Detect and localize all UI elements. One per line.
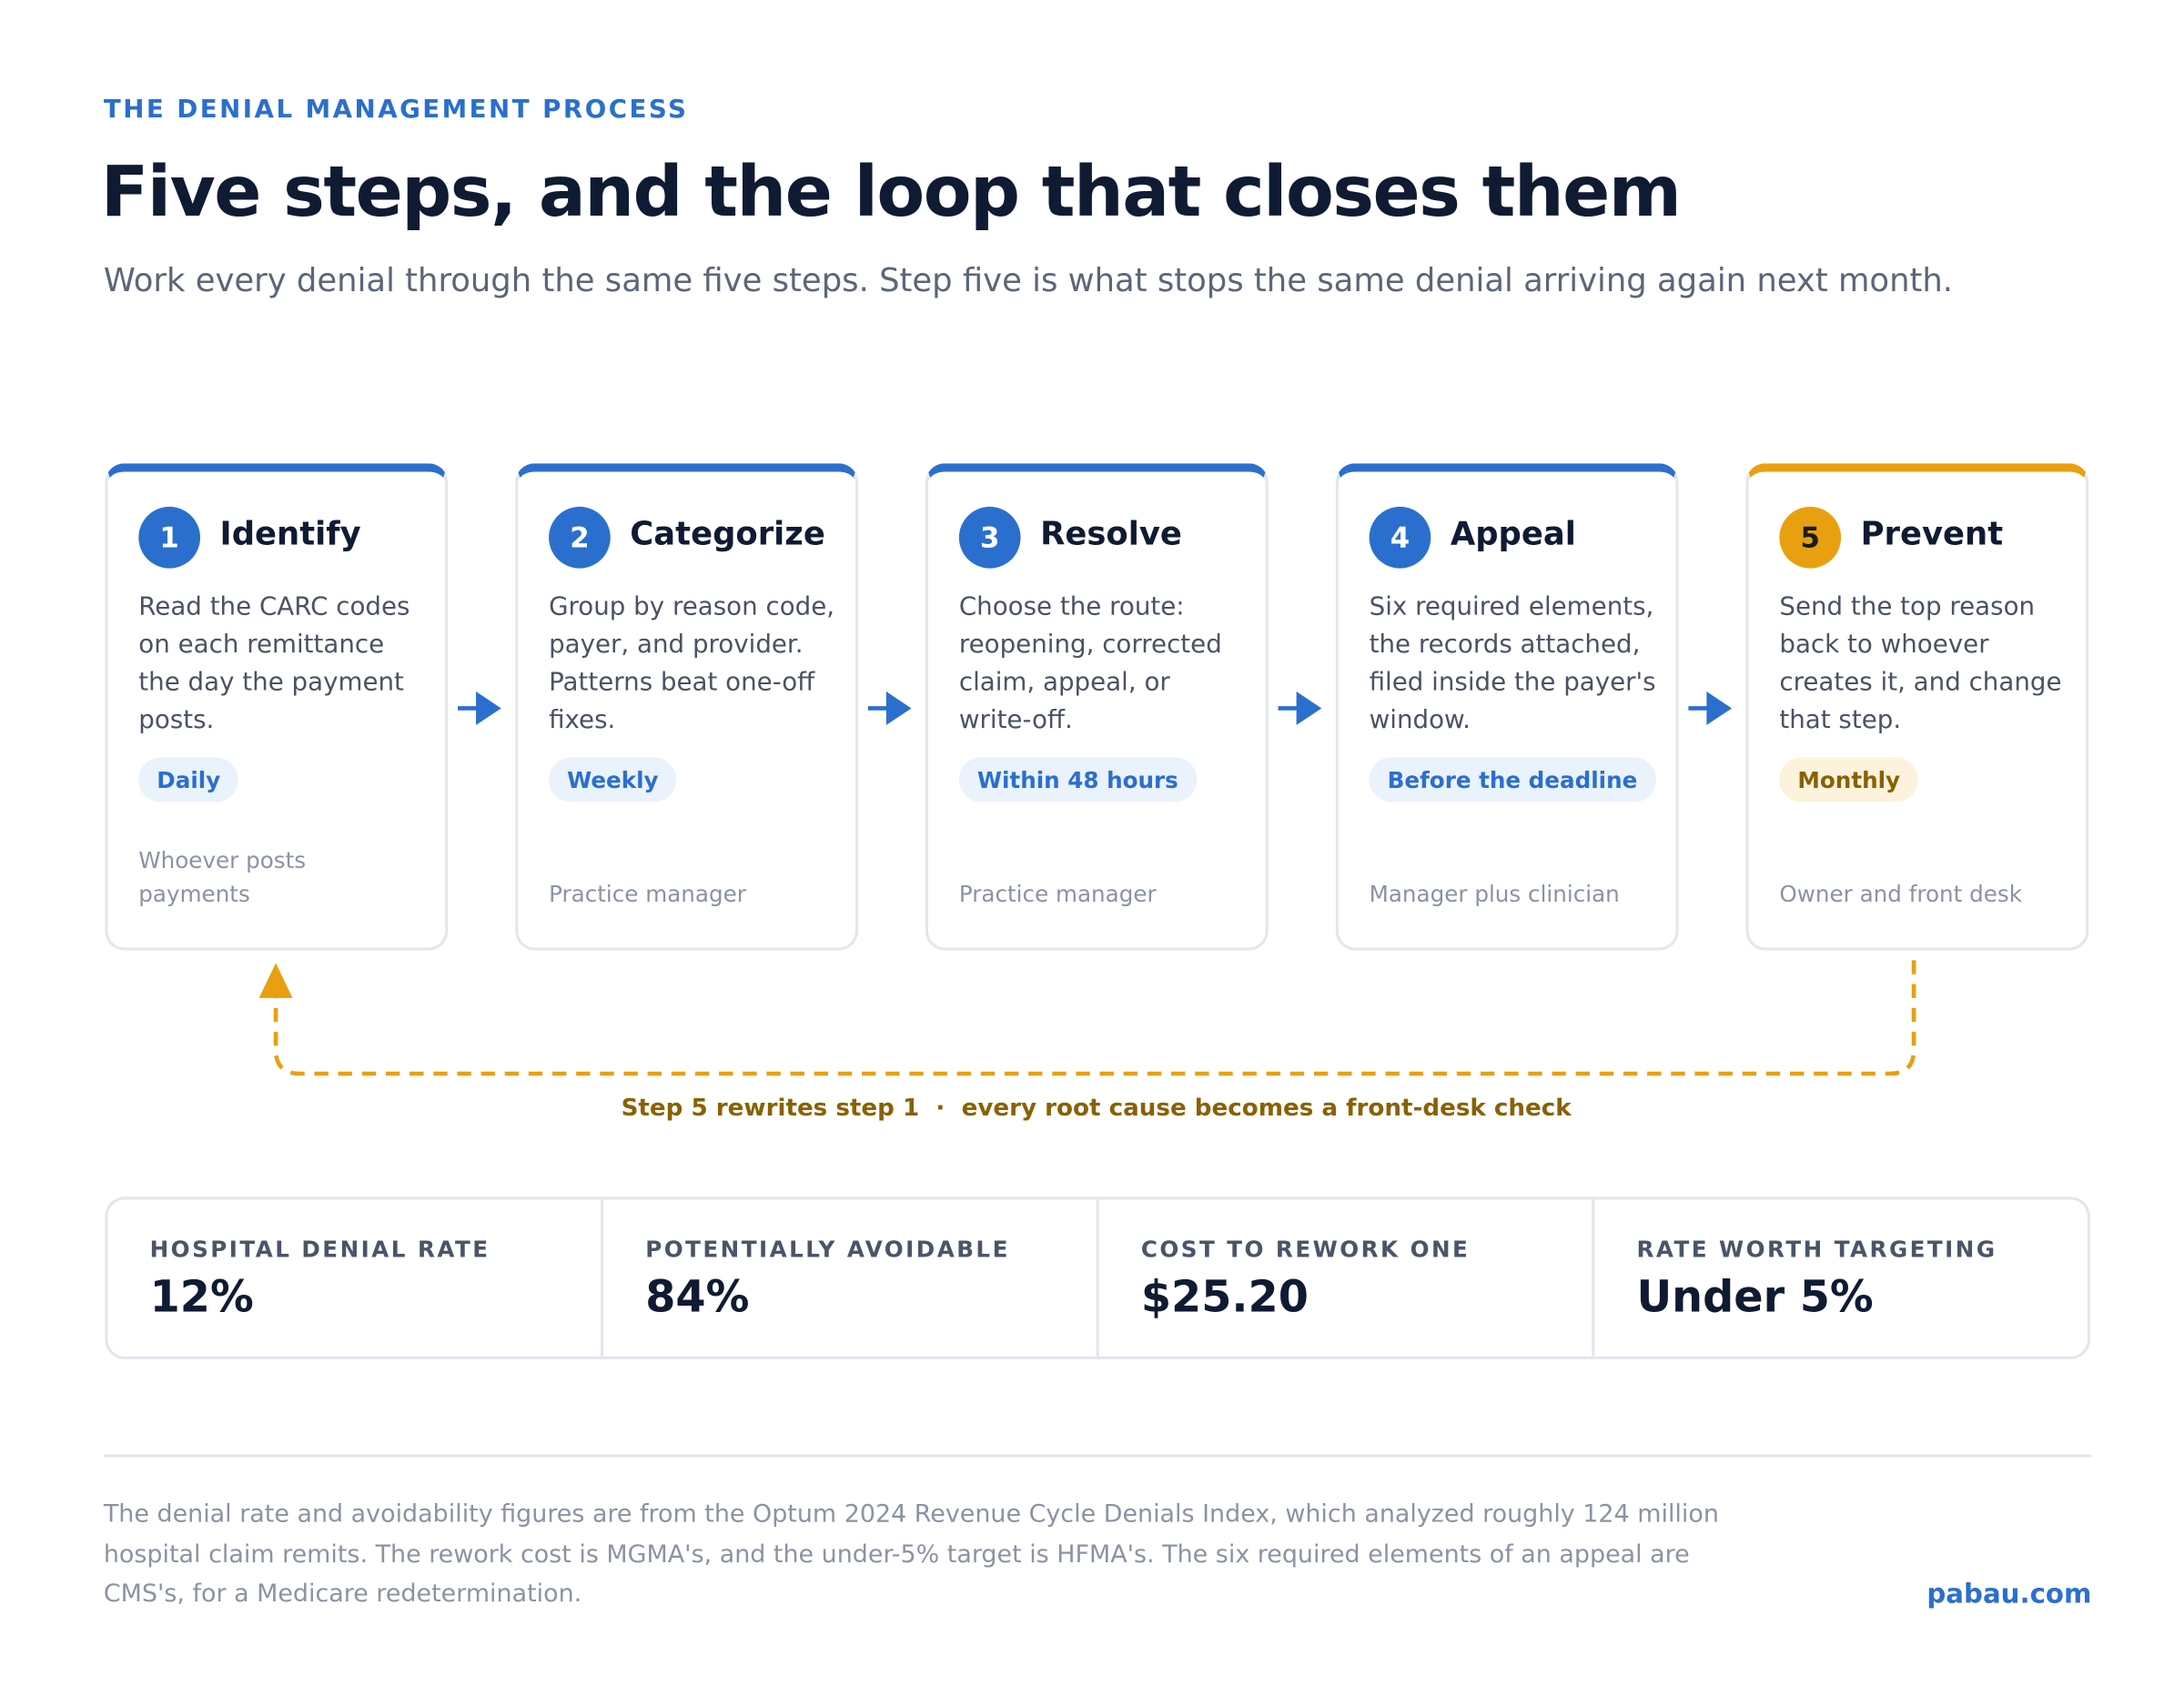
step-owner: Practice manager xyxy=(549,880,746,907)
step-number: 5 xyxy=(1779,506,1842,569)
stat-cell: COST TO REWORK ONE $25.20 xyxy=(1096,1199,1592,1357)
stat-value: 12% xyxy=(149,1272,254,1323)
stat-cell: POTENTIALLY AVOIDABLE 84% xyxy=(600,1199,1097,1357)
loop-path xyxy=(273,960,1916,1076)
step-title: Categorize xyxy=(630,516,825,553)
step-owner: Practice manager xyxy=(958,880,1157,907)
cadence-pill: Daily xyxy=(138,757,239,803)
stat-label: COST TO REWORK ONE xyxy=(1140,1236,1471,1263)
step-number: 3 xyxy=(958,506,1021,569)
step-card: 2 Categorize Group by reason code, payer, … xyxy=(515,463,859,951)
eyebrow: THE DENIAL MANAGEMENT PROCESS xyxy=(103,95,689,125)
stat-value: $25.20 xyxy=(1140,1272,1309,1323)
stat-cell: RATE WORTH TARGETING Under 5% xyxy=(1592,1199,2088,1357)
title: Five steps, and the loop that closes the… xyxy=(100,151,1682,233)
step-title: Appeal xyxy=(1450,516,1576,553)
step-description: Six required elements, the records attac… xyxy=(1369,591,1656,735)
step-number: 1 xyxy=(138,506,200,569)
caption-end: every root cause becomes a front-desk ch… xyxy=(961,1095,1572,1123)
step-owner: Whoever posts payments xyxy=(138,846,307,907)
step-description: Read the CARC codes on each remittance t… xyxy=(138,591,410,735)
caption-start: Step 5 rewrites step 1 xyxy=(621,1095,920,1123)
stat-label: POTENTIALLY AVOIDABLE xyxy=(645,1236,1010,1263)
step-title: Prevent xyxy=(1860,516,2004,553)
step-number: 2 xyxy=(549,506,611,569)
step-number: 4 xyxy=(1369,506,1431,569)
brand: pabau.com xyxy=(1926,1579,2092,1610)
step-description: Send the top reason back to whoever crea… xyxy=(1779,591,2062,735)
stat-cell: HOSPITAL DENIAL RATE 12% xyxy=(107,1199,601,1356)
step-card: 4 Appeal Six required elements, the record… xyxy=(1335,463,1679,951)
loop-arrowhead xyxy=(258,963,293,998)
step-card: 5 Prevent Send the top reason back to whoe… xyxy=(1745,463,2089,951)
cadence-pill: Before the deadline xyxy=(1369,757,1656,803)
step-title: Resolve xyxy=(1040,516,1182,553)
cadence-pill: Within 48 hours xyxy=(958,757,1197,803)
cadence-pill: Monthly xyxy=(1779,757,1919,803)
step-card: 3 Resolve Choose the route: reopening, cor… xyxy=(925,463,1269,951)
stat-value: 84% xyxy=(645,1272,750,1323)
step-card: 1 Identify Read the CARC codes on each rem… xyxy=(105,463,449,951)
step-arrows xyxy=(458,691,1733,725)
subtitle: Work every denial through the same five … xyxy=(103,263,1954,300)
stat-value: Under 5% xyxy=(1636,1272,1874,1323)
step-owner: Manager plus clinician xyxy=(1369,880,1620,907)
cadence-pill: Weekly xyxy=(549,757,677,803)
stat-label: RATE WORTH TARGETING xyxy=(1636,1236,1997,1263)
divider xyxy=(103,1454,2092,1458)
step-description: Choose the route: reopening, corrected c… xyxy=(958,591,1222,735)
step-description: Group by reason code, payer, and provide… xyxy=(549,591,835,735)
stat-label: HOSPITAL DENIAL RATE xyxy=(149,1236,490,1263)
caption-separator: · xyxy=(935,1095,945,1123)
step-title: Identify xyxy=(219,516,361,553)
source-note: The denial rate and avoidability figures… xyxy=(103,1500,1719,1609)
step-owner: Owner and front desk xyxy=(1779,880,2022,907)
loop-caption: Step 5 rewrites step 1 · every root caus… xyxy=(0,1095,2184,1123)
stats-panel: HOSPITAL DENIAL RATE 12% POTENTIALLY AVOID… xyxy=(105,1196,2090,1359)
